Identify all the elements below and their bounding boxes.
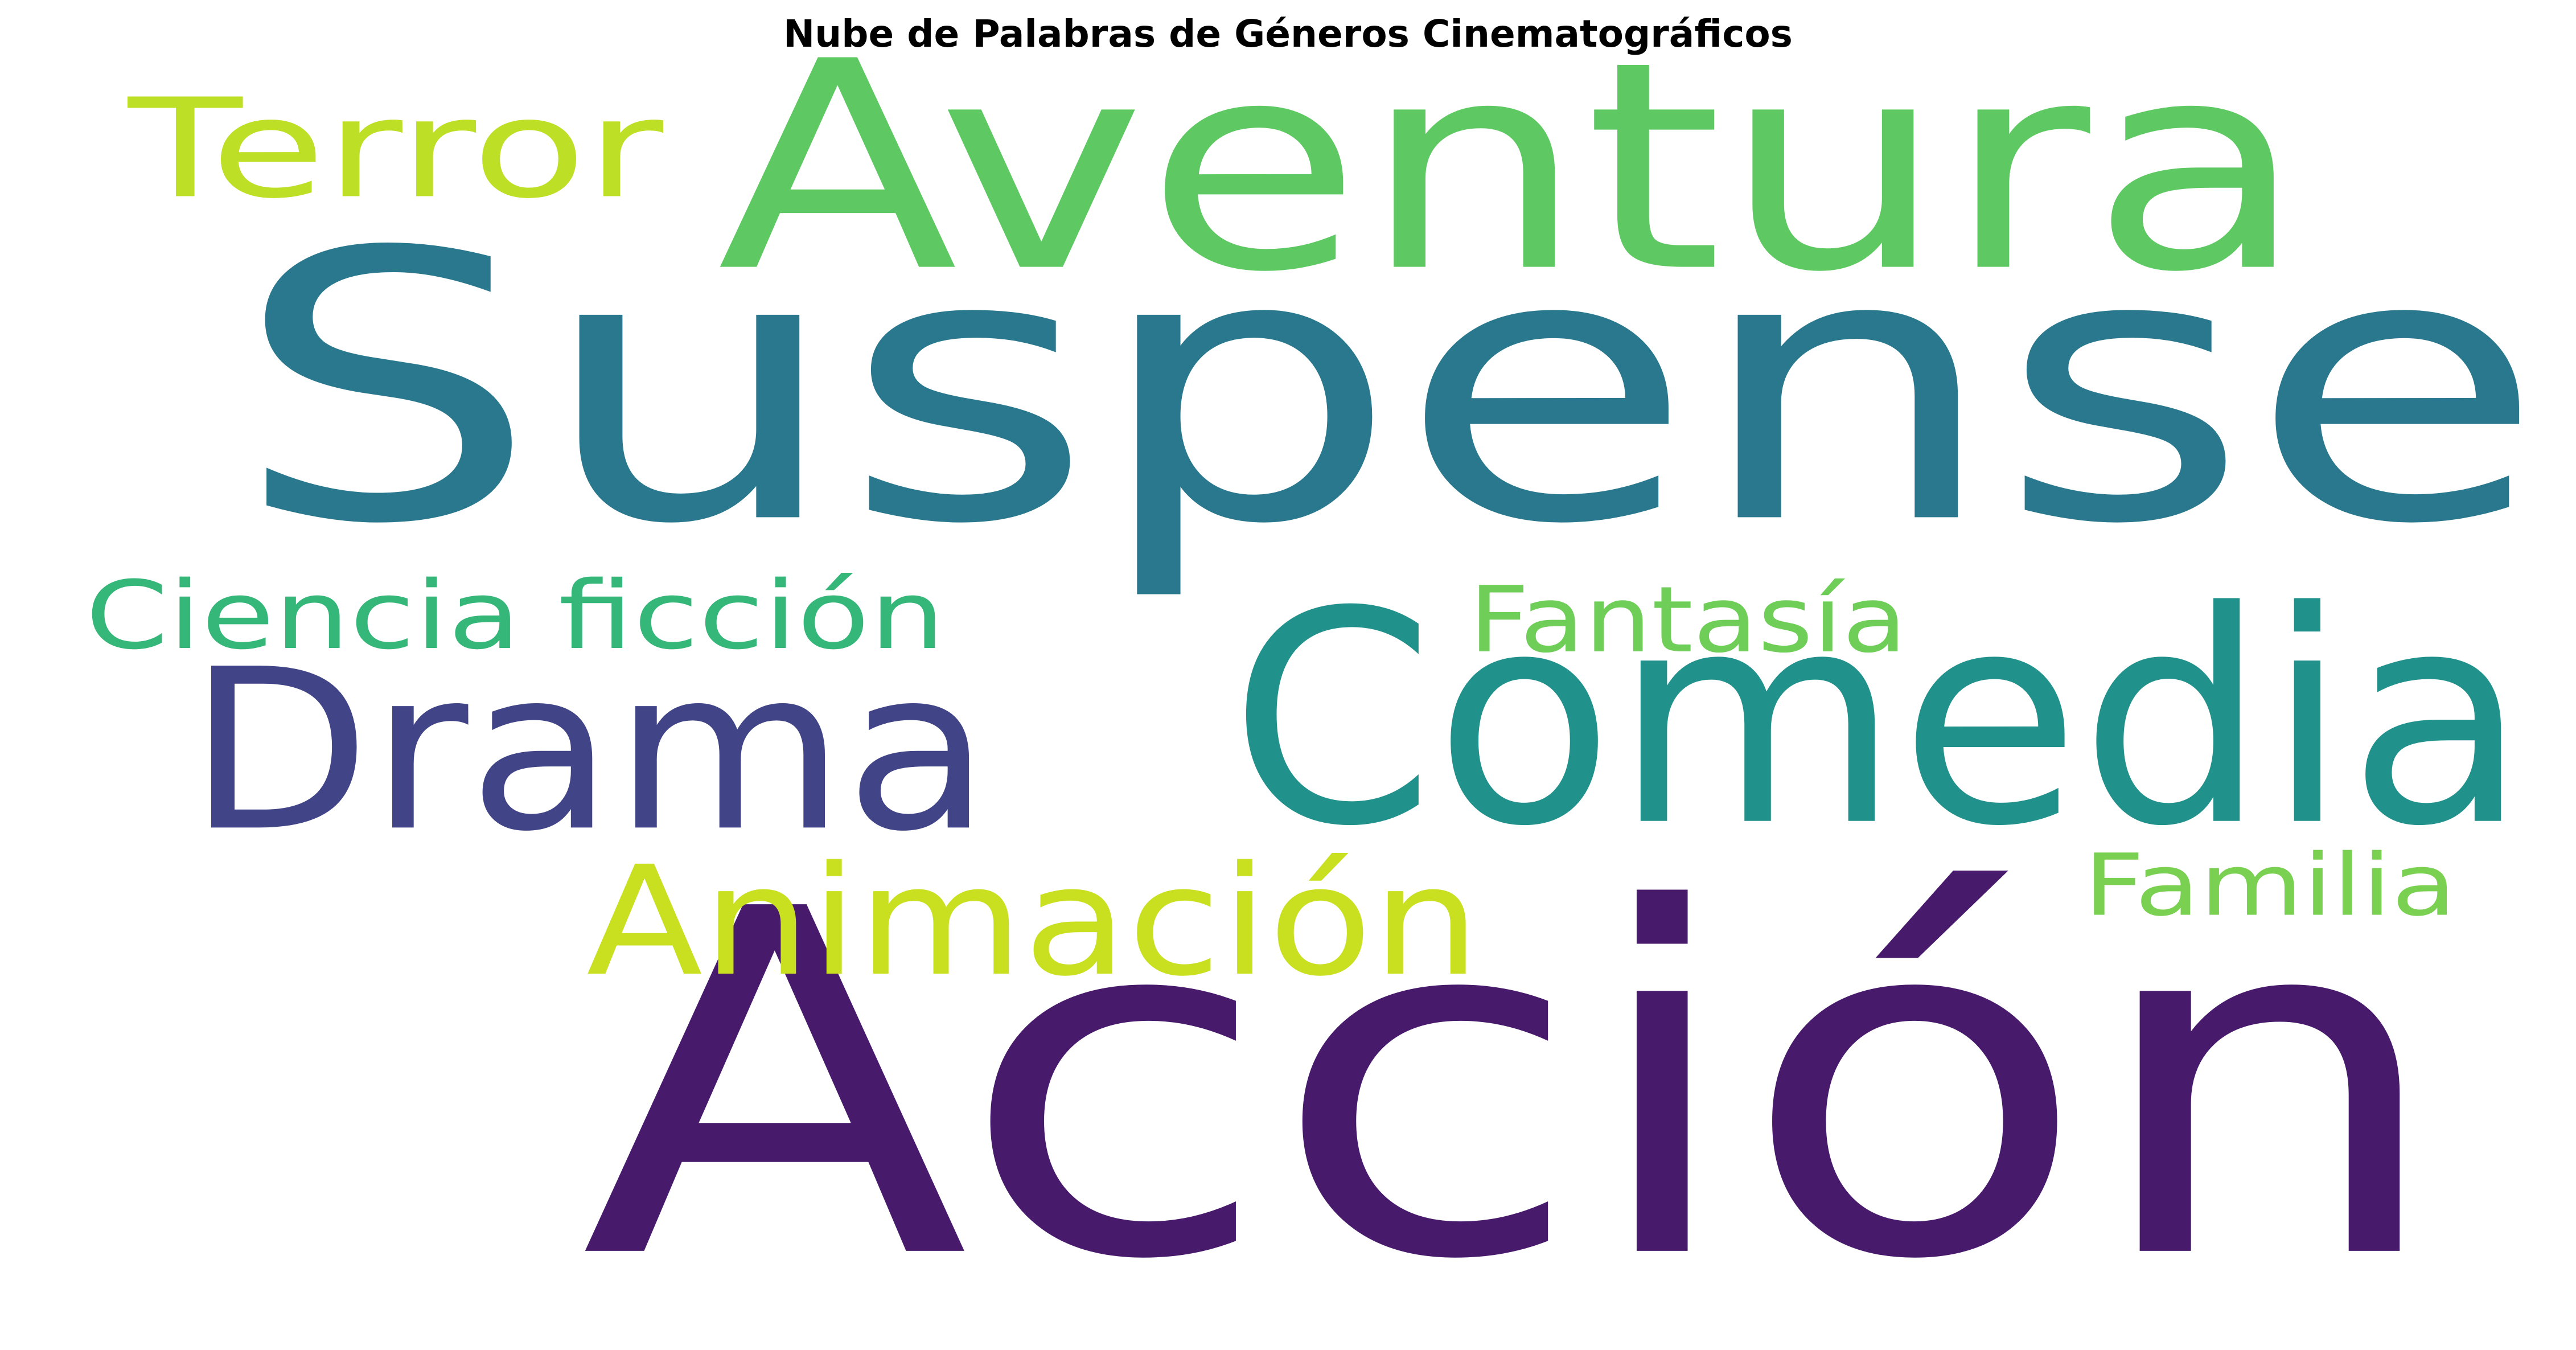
word-suspense: Suspense: [233, 174, 2545, 605]
word-drama: Drama: [188, 621, 991, 880]
word-comedia: Comedia: [1230, 549, 2528, 891]
word-animacion: Animación: [586, 834, 1480, 1010]
word-ciencia-ficcion: Ciencia ficción: [85, 561, 945, 670]
word-fantasia: Fantasía: [1469, 567, 1907, 673]
chart-title: Nube de Palabras de Géneros Cinematográf…: [783, 12, 1793, 56]
word-accion: Acción: [581, 810, 2448, 1350]
word-familia: Familia: [2084, 836, 2456, 935]
word-aventura: Aventura: [717, 1, 2306, 335]
word-terror: Terror: [128, 69, 664, 229]
